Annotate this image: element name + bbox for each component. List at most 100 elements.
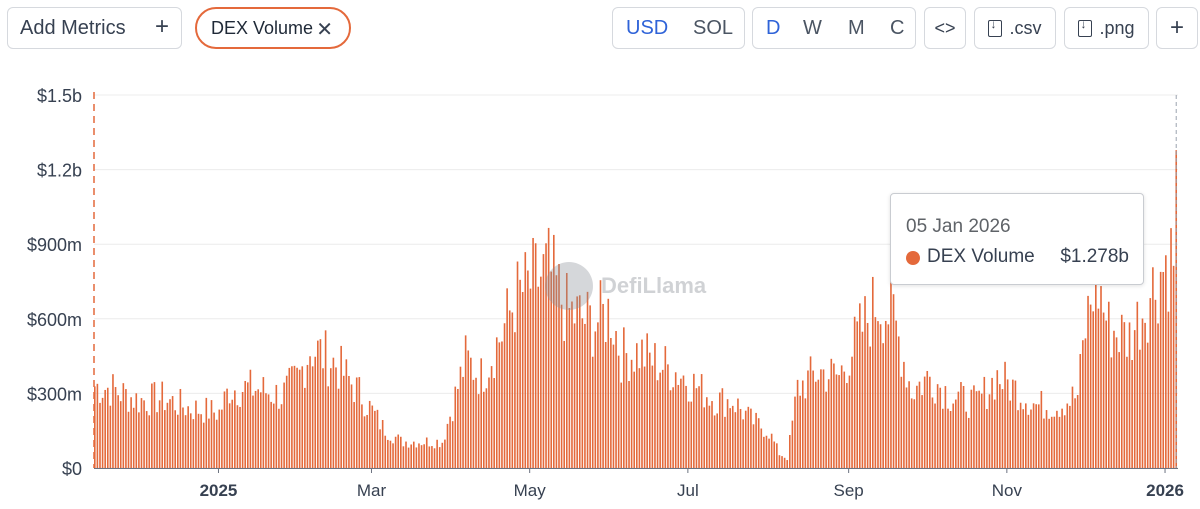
bar [540, 276, 542, 468]
download-icon [1078, 17, 1093, 37]
bar [690, 401, 693, 468]
bar [231, 399, 234, 468]
bar [428, 446, 431, 468]
bar [698, 386, 700, 468]
bar [405, 441, 407, 468]
bar [716, 413, 718, 468]
bar [462, 376, 464, 468]
bar [1165, 255, 1167, 468]
bar [747, 406, 750, 468]
bar [464, 335, 467, 468]
bar [1014, 380, 1017, 468]
bar [713, 415, 716, 468]
bar [833, 363, 835, 468]
currency-option-usd[interactable]: USD [626, 17, 669, 39]
bar [615, 331, 617, 468]
bar [288, 367, 291, 468]
bar [1152, 267, 1154, 468]
bar [332, 357, 335, 468]
bar [817, 379, 820, 468]
add-metrics-button[interactable]: Add Metrics + [7, 7, 182, 49]
bar [724, 416, 726, 468]
bar [311, 366, 314, 468]
currency-option-sol[interactable]: SOL [693, 17, 734, 39]
bar [1128, 322, 1131, 468]
bar [306, 364, 309, 468]
metric-chip-dex-volume[interactable]: DEX Volume ✕ [195, 7, 351, 49]
bar [511, 312, 514, 468]
bar [259, 392, 262, 468]
bar [791, 420, 794, 468]
download-png-button[interactable]: .png [1064, 7, 1149, 49]
bar [1149, 298, 1152, 468]
bar [685, 385, 687, 468]
bar [521, 292, 524, 468]
bar [755, 412, 757, 468]
bar [335, 367, 337, 468]
bar [444, 439, 446, 468]
bar [711, 401, 713, 468]
close-icon[interactable]: ✕ [316, 19, 333, 41]
embed-button[interactable]: <> [924, 7, 966, 49]
bar [729, 408, 731, 468]
bar [1126, 356, 1128, 468]
bar [721, 388, 724, 468]
bar [1056, 410, 1058, 468]
bar [252, 395, 254, 468]
bar [814, 381, 817, 468]
bar [314, 356, 317, 468]
more-button[interactable]: + [1156, 7, 1198, 49]
bar [827, 379, 830, 468]
bar [475, 377, 477, 468]
bar [470, 357, 472, 468]
bar [1076, 395, 1079, 468]
bar [208, 418, 210, 468]
bar [996, 370, 999, 468]
bar [112, 374, 114, 468]
bar [744, 410, 747, 468]
bar [682, 375, 685, 468]
bar [1084, 338, 1087, 468]
bar [633, 371, 636, 468]
bar [228, 403, 231, 468]
bar [638, 368, 641, 468]
bar [620, 382, 623, 468]
bar [1001, 389, 1004, 468]
bar [1170, 228, 1172, 468]
bar [241, 392, 244, 468]
period-option-c[interactable]: C [890, 17, 905, 39]
period-option-d[interactable]: D [766, 17, 781, 39]
code-icon: <> [934, 17, 956, 38]
bar [1144, 322, 1146, 468]
bar [1146, 342, 1149, 468]
bar [768, 438, 770, 468]
bar [1087, 295, 1089, 468]
bar [897, 336, 900, 468]
metric-chip-label: DEX Volume [211, 17, 314, 38]
bar [449, 416, 451, 468]
bar [1136, 301, 1139, 468]
bar [804, 398, 807, 468]
bar [778, 455, 781, 468]
bar [934, 403, 936, 468]
bar [877, 321, 879, 468]
dex-volume-chart[interactable]: $0 $300m $600m $900m $1.2b $1.5b 2025 Mar May Ju… [0, 60, 1200, 509]
bar [329, 368, 332, 468]
bar [939, 387, 942, 468]
bar [991, 377, 993, 468]
download-csv-button[interactable]: .csv [974, 7, 1056, 49]
plus-icon: + [154, 13, 169, 40]
period-option-m[interactable]: M [848, 17, 865, 39]
bar [807, 370, 809, 468]
bar [908, 381, 910, 468]
bar [244, 380, 247, 468]
bar [796, 379, 799, 468]
bar [656, 380, 659, 468]
bar [138, 412, 140, 468]
bar [848, 375, 851, 468]
bar [345, 359, 348, 468]
bar [1082, 340, 1084, 468]
period-option-w[interactable]: W [803, 17, 822, 39]
bar [304, 387, 306, 468]
bar [978, 390, 980, 468]
